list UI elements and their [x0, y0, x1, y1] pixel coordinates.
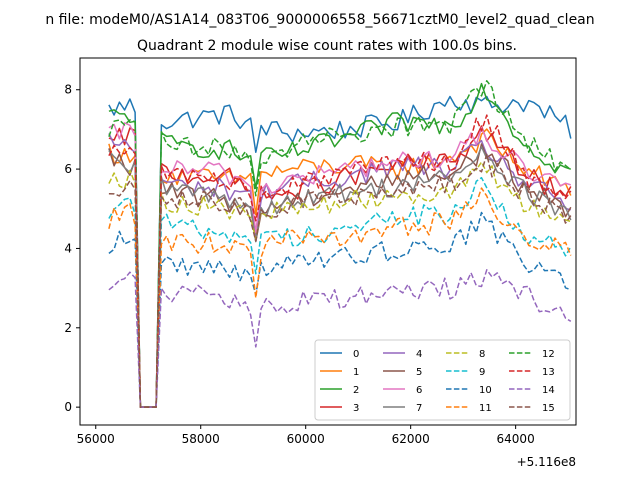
chart-title: Quadrant 2 module wise count rates with … — [137, 38, 517, 54]
series-line-14 — [108, 269, 572, 408]
series-line-13 — [108, 114, 572, 408]
x-tick-label: 64000 — [497, 432, 535, 446]
series-line-6 — [108, 122, 572, 408]
series-line-5 — [108, 143, 572, 408]
legend-label: 3 — [353, 403, 359, 414]
legend-label: 7 — [416, 403, 422, 414]
x-offset-label: +5.116e8 — [517, 455, 576, 469]
axes-frame — [79, 57, 577, 426]
legend-label: 5 — [416, 367, 422, 378]
series-line-10 — [108, 211, 572, 408]
legend-label: 4 — [416, 349, 422, 360]
x-tick-label: 56000 — [77, 432, 115, 446]
y-tick-label: 4 — [64, 241, 72, 255]
legend-label: 2 — [353, 385, 359, 396]
y-tick-label: 6 — [64, 162, 72, 176]
legend-label: 13 — [542, 367, 555, 378]
legend-label: 10 — [479, 385, 492, 396]
series-line-4 — [108, 133, 571, 408]
ticks-layer: 56000 58000 60000 62000 64000 0 2 4 6 8 — [64, 83, 534, 446]
series-line-12 — [108, 80, 572, 408]
x-tick-label: 62000 — [392, 432, 430, 446]
y-tick-label: 0 — [64, 400, 72, 414]
series-line-9 — [108, 176, 572, 408]
series-line-2 — [108, 82, 572, 408]
legend-label: 11 — [479, 403, 492, 414]
chart-suptitle: n file: modeM0/AS1A14_083T06_9000006558_… — [45, 12, 594, 28]
legend-label: 14 — [542, 385, 555, 396]
x-tick-label: 60000 — [287, 432, 325, 446]
legend-label: 1 — [353, 367, 359, 378]
series-line-11 — [108, 187, 572, 408]
legend-label: 9 — [479, 367, 485, 378]
legend-frame — [314, 339, 571, 421]
series-line-0 — [108, 95, 572, 408]
y-tick-label: 8 — [64, 83, 72, 97]
legend-label: 15 — [542, 403, 555, 414]
legend-label: 0 — [353, 349, 359, 360]
legend-label: 6 — [416, 385, 422, 396]
x-tick-label: 58000 — [182, 432, 220, 446]
series-line-15 — [108, 153, 572, 408]
series-layer — [108, 80, 572, 408]
legend-label: 8 — [479, 349, 485, 360]
series-line-7 — [108, 146, 572, 408]
legend-label: 12 — [542, 349, 555, 360]
y-tick-label: 2 — [64, 321, 72, 335]
